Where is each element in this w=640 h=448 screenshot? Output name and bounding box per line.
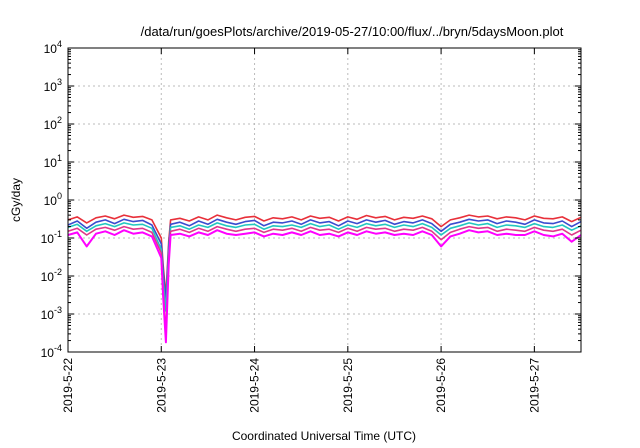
y-tick-label: 102: [44, 115, 62, 132]
x-tick-label: 2019-5-23: [154, 358, 168, 413]
y-tick-label: 104: [44, 39, 62, 56]
series-line-2: [67, 218, 582, 304]
y-axis-label: cGy/day: [9, 178, 23, 222]
series-line-1: [67, 214, 582, 297]
x-tick-label: 2019-5-26: [434, 358, 448, 413]
x-tick-label: 2019-5-25: [341, 358, 355, 413]
y-tick-label: 10-1: [41, 229, 62, 246]
series-line-5: [67, 229, 582, 344]
series-line-4: [67, 225, 582, 335]
axes: 10-4 10-3 10-2 10-1 100 101 102 103 104 2019-5-22…: [41, 39, 581, 413]
chart-title: /data/run/goesPlots/archive/2019-05-27/1…: [141, 24, 564, 39]
y-tick-label: 10-2: [41, 267, 62, 284]
y-tick-label: 100: [44, 191, 62, 208]
x-tick-label: 2019-5-24: [248, 358, 262, 413]
grid: [68, 48, 581, 352]
x-axis-label: Coordinated Universal Time (UTC): [232, 429, 416, 443]
x-tick-label: 2019-5-22: [61, 358, 75, 413]
series-layer: [67, 214, 582, 344]
y-tick-label: 101: [44, 153, 62, 170]
y-tick-label: 10-3: [41, 305, 62, 322]
y-tick-label: 103: [44, 77, 62, 94]
y-tick-label: 10-4: [41, 343, 62, 360]
series-line-3: [67, 222, 582, 312]
x-tick-label: 2019-5-27: [527, 358, 541, 413]
